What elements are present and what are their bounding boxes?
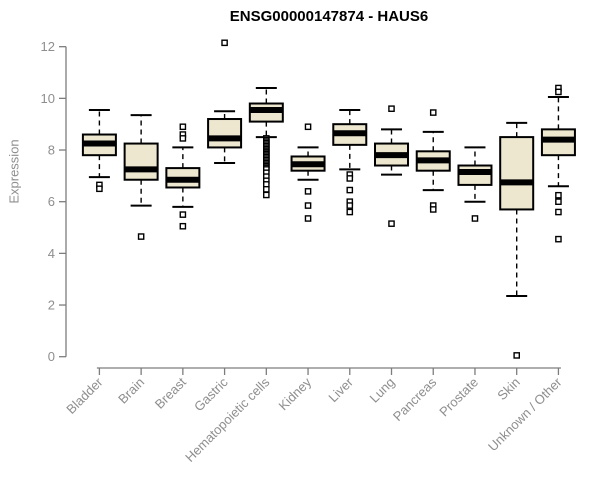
boxplot-pancreas [415,109,451,213]
svg-text:2: 2 [48,298,55,313]
boxplot-gastric [207,39,243,164]
x-tick-label: Unknown / Other [485,374,565,454]
outlier-point [513,352,520,359]
x-tick-label: Gastric [191,374,231,414]
outlier-point [346,175,354,182]
box-iqr [499,136,535,211]
y-axis: 0 2 4 6 8 10 12 [41,39,67,364]
x-tick-label: Bladder [63,374,106,417]
x-tick-label: Kidney [275,374,314,413]
boxplot-kidney [290,123,326,222]
boxplot-prostate [457,146,493,222]
chart-title: ENSG00000147874 - HAUS6 [229,8,429,25]
outlier-point [555,198,562,205]
outlier-point [555,191,562,199]
outlier-point [555,88,562,96]
outlier-point [179,123,187,131]
x-tick-label: Liver [325,374,356,405]
boxplot-liver [332,108,368,216]
boxplot-unknown-other [540,84,576,243]
box-iqr [207,118,243,149]
boxplot-breast [165,123,201,230]
outlier-point [304,188,312,195]
outlier-point [179,222,187,230]
x-tick-label: Skin [494,375,522,403]
outlier-point [263,185,270,193]
svg-text:0: 0 [48,349,55,364]
outlier-point [263,191,270,199]
outlier-point [304,215,312,222]
boxplot-brain [123,114,159,240]
box-iqr [457,164,493,186]
outlier-point [346,208,354,216]
outlier-point [221,39,228,47]
outlier-point [304,202,312,209]
x-tick-label: Lung [367,375,398,406]
svg-text:10: 10 [41,91,55,106]
outlier-point [179,211,187,218]
x-tick-label: Breast [152,374,189,411]
outlier-point [429,109,437,116]
outlier-point [96,185,103,193]
outlier-point [429,206,437,213]
svg-text:8: 8 [48,143,55,158]
outlier-point [346,202,354,209]
outlier-point [555,235,562,243]
outlier-point [555,208,562,216]
boxplot-skin [499,121,535,359]
x-tick-label: Prostate [436,375,481,420]
outlier-point [388,105,395,112]
outlier-point [179,135,187,142]
outlier-point [388,220,395,227]
svg-text:6: 6 [48,194,55,209]
x-tick-label: Pancreas [390,374,440,424]
svg-text:4: 4 [48,246,55,261]
outlier-point [346,186,354,194]
outlier-point [137,233,145,240]
x-tick-label: Brain [115,375,147,407]
box-iqr [123,142,159,181]
boxplot-lung [374,105,410,227]
outlier-point [304,123,312,131]
boxplot-hematopoietic-cells [248,87,284,199]
svg-text:12: 12 [41,39,55,54]
outlier-point [471,215,479,222]
boxplot-bladder [81,108,117,193]
